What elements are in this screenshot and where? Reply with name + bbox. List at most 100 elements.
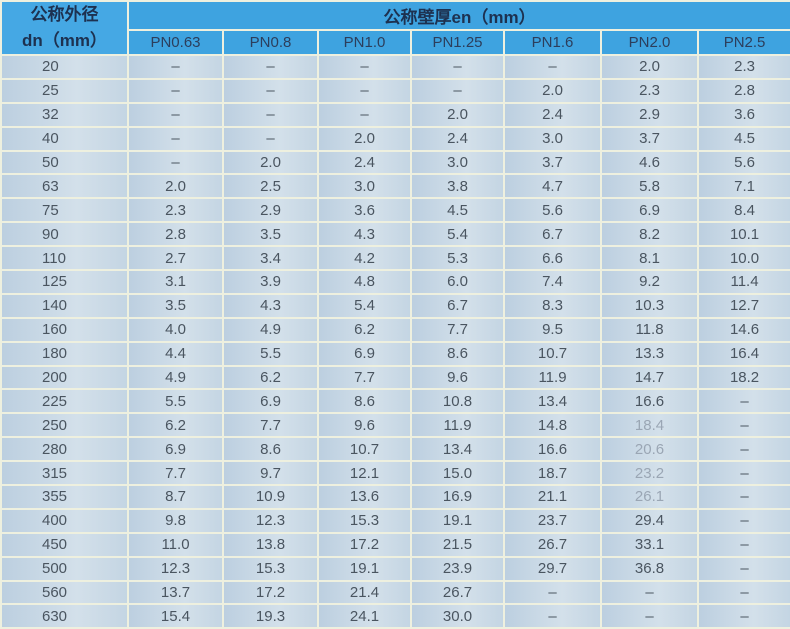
wall-thickness-cell: 2.3 (696, 54, 790, 80)
wall-thickness-cell: 6.0 (410, 269, 505, 295)
nominal-diameter-cell: 40 (0, 125, 129, 152)
wall-thickness-cell: – (600, 603, 699, 629)
wall-thickness-cell: 3.8 (410, 173, 505, 200)
wall-thickness-cell: 29.7 (503, 555, 602, 582)
table-row: 280 6.9 8.6 10.7 13.4 16.6 20.6– (0, 436, 790, 463)
wall-thickness-cell: 2.8 (696, 77, 790, 104)
nominal-diameter-cell: 50 (0, 149, 129, 176)
table-row: 75 2.3 2.9 3.6 4.5 5.6 6.9 8.4 (0, 197, 790, 224)
wall-thickness-cell: 6.7 (503, 221, 602, 248)
wall-thickness-cell: 21.5 (410, 531, 505, 558)
wall-thickness-cell: 5.4 (317, 292, 412, 319)
wall-thickness-cell: – (317, 101, 412, 128)
wall-thickness-cell: 3.0 (410, 149, 505, 176)
nominal-diameter-cell: 250 (0, 412, 129, 439)
nominal-diameter-cell: 90 (0, 221, 129, 248)
wall-thickness-cell: – (317, 77, 412, 104)
wall-thickness-cell: 6.6 (503, 245, 602, 272)
wall-thickness-cell: 2.0 (222, 149, 319, 176)
wall-thickness-cell: 5.3 (410, 245, 505, 272)
wall-thickness-cell: 9.6 (317, 412, 412, 439)
wall-thickness-cell: 3.1 (127, 269, 224, 295)
wall-thickness-cell: – (222, 54, 319, 80)
wall-thickness-cell: 4.4 (127, 340, 224, 367)
wall-thickness-cell: 2.0 (503, 77, 602, 104)
wall-thickness-cell: 2.5 (222, 173, 319, 200)
table-row: 125 3.1 3.9 4.8 6.0 7.4 9.2 11.4 (0, 269, 790, 295)
table-row: 355 8.7 10.9 13.6 16.9 21.1 26.1– (0, 484, 790, 510)
wall-thickness-cell: 2.4 (503, 101, 602, 128)
wall-thickness-cell: – (222, 101, 319, 128)
table-row: 25– – – –2.0 2.3 2.8 (0, 77, 790, 104)
wall-thickness-cell: 21.4 (317, 579, 412, 606)
table-row: 250 6.2 7.7 9.6 11.9 14.8 18.4– (0, 412, 790, 439)
wall-thickness-cell: 5.4 (410, 221, 505, 248)
wall-thickness-cell: 18.7 (503, 460, 602, 487)
nominal-diameter-cell: 180 (0, 340, 129, 367)
table-row: 63 2.0 2.5 3.0 3.8 4.7 5.8 7.1 (0, 173, 790, 200)
wall-thickness-cell: 9.5 (503, 316, 602, 343)
wall-thickness-cell: 6.9 (127, 436, 224, 463)
wall-thickness-cell: 2.0 (410, 101, 505, 128)
column-header-pn1-6: PN1.6 (503, 29, 602, 56)
wall-thickness-cell: 10.3 (600, 292, 699, 319)
table-row: 315 7.7 9.7 12.1 15.0 18.7 23.2– (0, 460, 790, 487)
wall-thickness-cell: 10.9 (222, 484, 319, 510)
wall-thickness-cell: – (503, 603, 602, 629)
wall-thickness-cell: 7.7 (127, 460, 224, 487)
wall-thickness-cell: – (503, 579, 602, 606)
nominal-diameter-cell: 20 (0, 54, 129, 80)
wall-thickness-cell: 33.1 (600, 531, 699, 558)
wall-thickness-cell: 19.3 (222, 603, 319, 629)
table-row: 225 5.5 6.9 8.6 10.8 13.4 16.6– (0, 388, 790, 415)
wall-thickness-cell: 6.2 (127, 412, 224, 439)
wall-thickness-cell: 3.5 (222, 221, 319, 248)
wall-thickness-cell: 3.7 (503, 149, 602, 176)
column-header-pn1-25: PN1.25 (410, 29, 505, 56)
wall-thickness-cell: 16.6 (600, 388, 699, 415)
wall-thickness-cell: 4.5 (696, 125, 790, 152)
wall-thickness-cell: 16.4 (696, 340, 790, 367)
nominal-diameter-label: 公称外径 (30, 5, 99, 24)
table-row: 90 2.8 3.5 4.3 5.4 6.7 8.2 10.1 (0, 221, 790, 248)
nominal-diameter-cell: 355 (0, 484, 129, 510)
wall-thickness-cell: 36.8 (600, 555, 699, 582)
wall-thickness-cell: – (600, 579, 699, 606)
wall-thickness-cell: 4.7 (503, 173, 602, 200)
table-row: 180 4.4 5.5 6.9 8.6 10.7 13.3 16.4 (0, 340, 790, 367)
wall-thickness-cell: 18.2 (696, 364, 790, 391)
wall-thickness-cell: 4.8 (317, 269, 412, 295)
wall-thickness-cell: 8.6 (410, 340, 505, 367)
wall-thickness-cell: – (696, 436, 790, 463)
wall-thickness-cell: 3.0 (503, 125, 602, 152)
wall-thickness-cell: 20.6 (600, 436, 699, 463)
nominal-diameter-unit: dn（mm） (22, 31, 107, 50)
wall-thickness-cell: 26.7 (410, 579, 505, 606)
wall-thickness-cell: 8.3 (503, 292, 602, 319)
wall-thickness-cell: 11.8 (600, 316, 699, 343)
nominal-diameter-cell: 110 (0, 245, 129, 272)
wall-thickness-cell: 5.5 (222, 340, 319, 367)
wall-thickness-cell: 7.4 (503, 269, 602, 295)
wall-thickness-cell: – (696, 579, 790, 606)
wall-thickness-cell: 3.0 (317, 173, 412, 200)
wall-thickness-cell: 16.9 (410, 484, 505, 510)
column-header-pn1-0: PN1.0 (317, 29, 412, 56)
wall-thickness-cell: – (410, 77, 505, 104)
wall-thickness-cell: 9.7 (222, 460, 319, 487)
wall-thickness-cell: 12.1 (317, 460, 412, 487)
wall-thickness-cell: 18.4 (600, 412, 699, 439)
wall-thickness-cell: 14.7 (600, 364, 699, 391)
wall-thickness-cell: 4.2 (317, 245, 412, 272)
wall-thickness-cell: 12.7 (696, 292, 790, 319)
wall-thickness-cell: 2.0 (317, 125, 412, 152)
wall-thickness-cell: 8.7 (127, 484, 224, 510)
wall-thickness-cell: 19.1 (317, 555, 412, 582)
wall-thickness-cell: 30.0 (410, 603, 505, 629)
wall-thickness-cell: 2.0 (127, 173, 224, 200)
wall-thickness-cell: 17.2 (317, 531, 412, 558)
wall-thickness-cell: 11.9 (410, 412, 505, 439)
wall-thickness-cell: 13.4 (503, 388, 602, 415)
wall-thickness-cell: 15.3 (317, 507, 412, 534)
